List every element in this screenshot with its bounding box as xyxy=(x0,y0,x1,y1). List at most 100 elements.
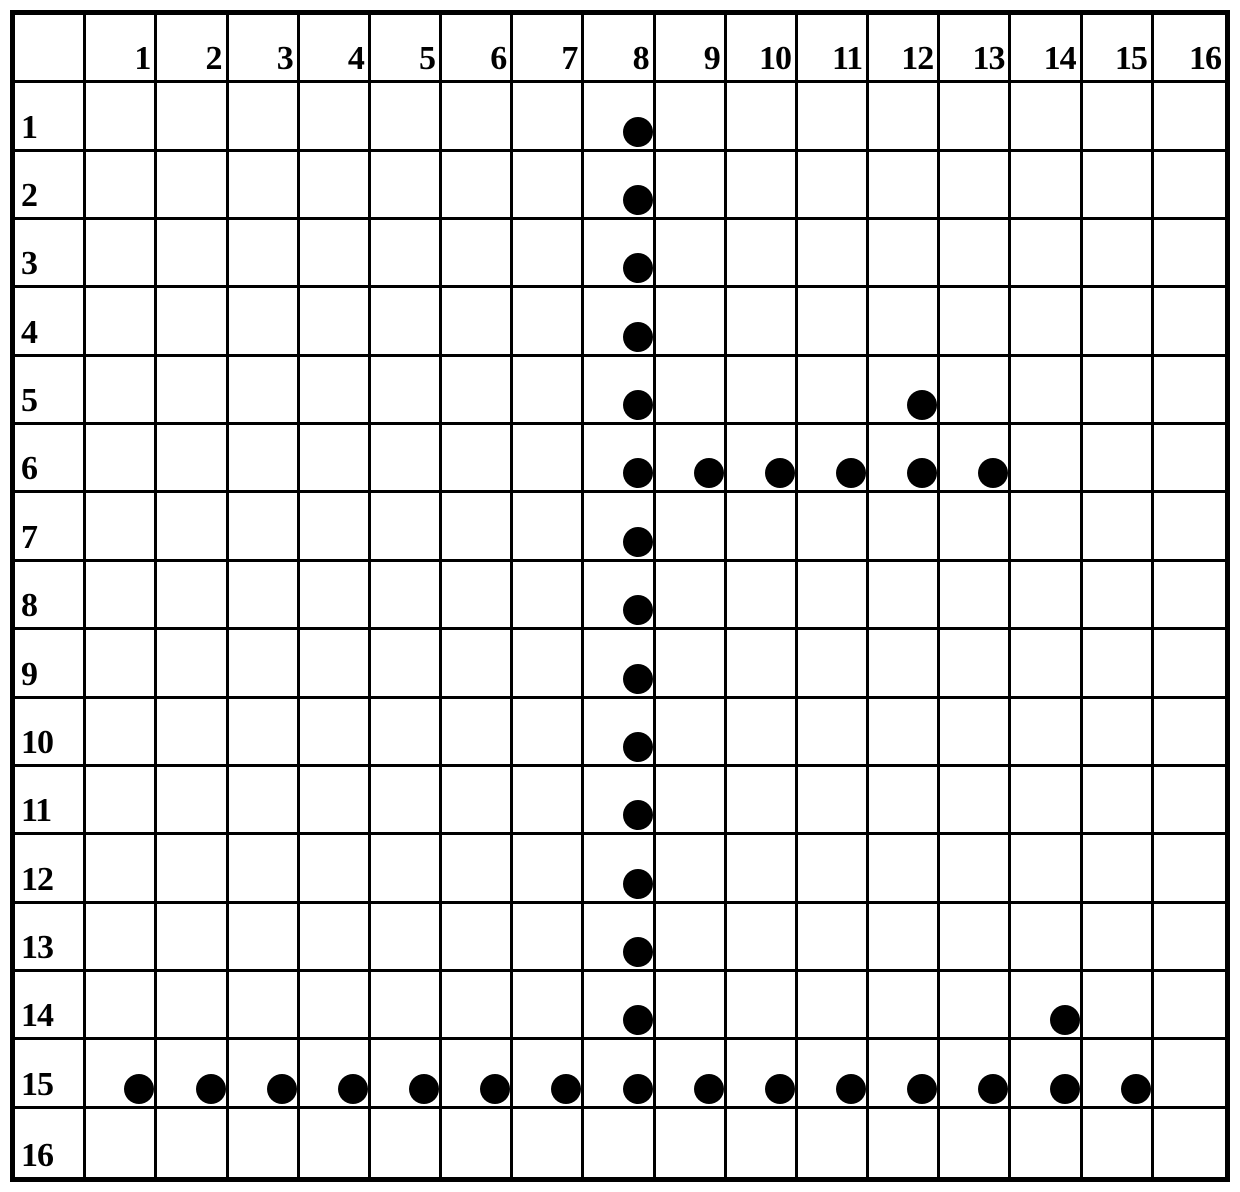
dot xyxy=(694,458,724,488)
cell-r10-c1 xyxy=(86,699,157,767)
cell-r7-c8 xyxy=(584,493,655,561)
cell-r14-c16 xyxy=(1154,972,1225,1040)
cell-r3-c8 xyxy=(584,220,655,288)
cell-r3-c7 xyxy=(513,220,584,288)
dot xyxy=(694,1074,724,1104)
cell-r5-c9 xyxy=(656,357,727,425)
row-header-14: 14 xyxy=(15,972,86,1040)
cell-r8-c4 xyxy=(300,562,371,630)
cell-r2-c11 xyxy=(798,152,869,220)
cell-r3-c11 xyxy=(798,220,869,288)
cell-r6-c1 xyxy=(86,425,157,493)
dot-matrix-grid: 1234567891011121314151612345678910111213… xyxy=(10,10,1230,1182)
cell-r11-c15 xyxy=(1083,767,1154,835)
cell-r7-c13 xyxy=(940,493,1011,561)
cell-r14-c9 xyxy=(656,972,727,1040)
cell-r9-c16 xyxy=(1154,630,1225,698)
cell-r1-c9 xyxy=(656,83,727,151)
cell-r11-c2 xyxy=(157,767,228,835)
cell-r10-c8 xyxy=(584,699,655,767)
cell-r3-c2 xyxy=(157,220,228,288)
cell-r3-c4 xyxy=(300,220,371,288)
cell-r13-c6 xyxy=(442,904,513,972)
row-label: 10 xyxy=(21,726,53,760)
col-label: 16 xyxy=(1189,42,1221,76)
cell-r14-c11 xyxy=(798,972,869,1040)
cell-r16-c12 xyxy=(869,1109,940,1177)
cell-r15-c11 xyxy=(798,1040,869,1108)
dot xyxy=(623,1005,653,1035)
cell-r8-c15 xyxy=(1083,562,1154,630)
cell-r14-c8 xyxy=(584,972,655,1040)
dot xyxy=(623,800,653,830)
cell-r3-c5 xyxy=(371,220,442,288)
cell-r12-c15 xyxy=(1083,835,1154,903)
cell-r11-c1 xyxy=(86,767,157,835)
cell-r14-c13 xyxy=(940,972,1011,1040)
cell-r6-c4 xyxy=(300,425,371,493)
cell-r3-c10 xyxy=(727,220,798,288)
row-header-10: 10 xyxy=(15,699,86,767)
cell-r5-c1 xyxy=(86,357,157,425)
cell-r6-c11 xyxy=(798,425,869,493)
row-label: 4 xyxy=(21,316,37,350)
cell-r6-c14 xyxy=(1011,425,1082,493)
cell-r9-c9 xyxy=(656,630,727,698)
cell-r8-c3 xyxy=(229,562,300,630)
row-label: 15 xyxy=(21,1068,53,1102)
cell-r4-c7 xyxy=(513,288,584,356)
row-label: 7 xyxy=(21,521,37,555)
row-header-2: 2 xyxy=(15,152,86,220)
cell-r5-c6 xyxy=(442,357,513,425)
cell-r4-c16 xyxy=(1154,288,1225,356)
col-header-3: 3 xyxy=(229,15,300,83)
cell-r12-c11 xyxy=(798,835,869,903)
cell-r1-c7 xyxy=(513,83,584,151)
cell-r9-c14 xyxy=(1011,630,1082,698)
dot xyxy=(409,1074,439,1104)
cell-r2-c7 xyxy=(513,152,584,220)
cell-r16-c9 xyxy=(656,1109,727,1177)
row-label: 2 xyxy=(21,179,37,213)
cell-r12-c10 xyxy=(727,835,798,903)
cell-r16-c2 xyxy=(157,1109,228,1177)
cell-r2-c16 xyxy=(1154,152,1225,220)
row-header-8: 8 xyxy=(15,562,86,630)
dot xyxy=(338,1074,368,1104)
dot xyxy=(124,1074,154,1104)
cell-r14-c6 xyxy=(442,972,513,1040)
cell-r14-c2 xyxy=(157,972,228,1040)
col-header-10: 10 xyxy=(727,15,798,83)
cell-r10-c9 xyxy=(656,699,727,767)
cell-r15-c12 xyxy=(869,1040,940,1108)
dot xyxy=(623,322,653,352)
cell-r4-c1 xyxy=(86,288,157,356)
cell-r5-c3 xyxy=(229,357,300,425)
cell-r1-c3 xyxy=(229,83,300,151)
cell-r3-c12 xyxy=(869,220,940,288)
cell-r5-c5 xyxy=(371,357,442,425)
cell-r12-c2 xyxy=(157,835,228,903)
cell-r11-c12 xyxy=(869,767,940,835)
dot xyxy=(623,458,653,488)
cell-r12-c4 xyxy=(300,835,371,903)
cell-r6-c16 xyxy=(1154,425,1225,493)
cell-r10-c14 xyxy=(1011,699,1082,767)
cell-r4-c12 xyxy=(869,288,940,356)
row-header-16: 16 xyxy=(15,1109,86,1177)
cell-r13-c10 xyxy=(727,904,798,972)
cell-r10-c2 xyxy=(157,699,228,767)
col-label: 14 xyxy=(1044,42,1076,76)
row-label: 3 xyxy=(21,247,37,281)
cell-r15-c16 xyxy=(1154,1040,1225,1108)
cell-r10-c4 xyxy=(300,699,371,767)
cell-r1-c2 xyxy=(157,83,228,151)
cell-r9-c1 xyxy=(86,630,157,698)
cell-r11-c11 xyxy=(798,767,869,835)
cell-r3-c1 xyxy=(86,220,157,288)
cell-r12-c5 xyxy=(371,835,442,903)
cell-r8-c8 xyxy=(584,562,655,630)
cell-r7-c2 xyxy=(157,493,228,561)
row-label: 8 xyxy=(21,589,37,623)
dot xyxy=(623,664,653,694)
